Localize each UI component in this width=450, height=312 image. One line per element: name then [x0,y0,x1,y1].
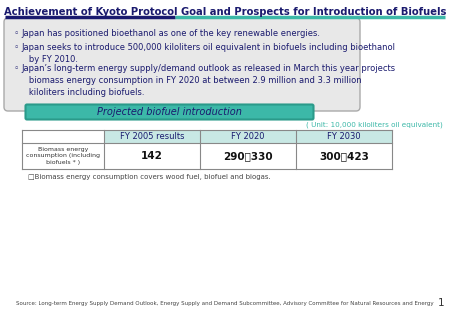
Text: 290～330: 290～330 [223,151,273,161]
Text: Biomass energy
consumption (including
biofuels * ): Biomass energy consumption (including bi… [26,147,100,165]
Text: Japan’s long-term energy supply/demand outlook as released in March this year pr: Japan’s long-term energy supply/demand o… [21,64,395,97]
Text: ( Unit: 10,000 kiloliters oil equivalent): ( Unit: 10,000 kiloliters oil equivalent… [306,122,443,129]
Text: 1: 1 [437,298,444,308]
Bar [296,130,392,143]
Text: Japan has positioned bioethanol as one of the key renewable energies.: Japan has positioned bioethanol as one o… [21,29,320,38]
Text: FY 2020: FY 2020 [231,132,265,141]
Bar [104,130,200,143]
Text: ◦: ◦ [14,43,19,52]
FancyBboxPatch shape [26,105,314,119]
Text: ◦: ◦ [14,64,19,73]
Bar [200,130,296,143]
Text: ◦: ◦ [14,29,19,38]
FancyBboxPatch shape [4,18,360,111]
Text: □Biomass energy consumption covers wood fuel, biofuel and biogas.: □Biomass energy consumption covers wood … [28,174,271,180]
Text: FY 2030: FY 2030 [327,132,361,141]
Text: Projected biofuel introduction: Projected biofuel introduction [97,107,242,117]
Text: Japan seeks to introduce 500,000 kiloliters oil equivalent in biofuels including: Japan seeks to introduce 500,000 kilolit… [21,43,395,64]
Text: 142: 142 [141,151,163,161]
Text: 300～423: 300～423 [319,151,369,161]
Text: Source: Long-term Energy Supply Demand Outlook, Energy Supply and Demand Subcomm: Source: Long-term Energy Supply Demand O… [16,301,434,306]
Text: FY 2005 results: FY 2005 results [120,132,184,141]
Text: Achievement of Kyoto Protocol Goal and Prospects for Introduction of Biofuels: Achievement of Kyoto Protocol Goal and P… [4,7,446,17]
